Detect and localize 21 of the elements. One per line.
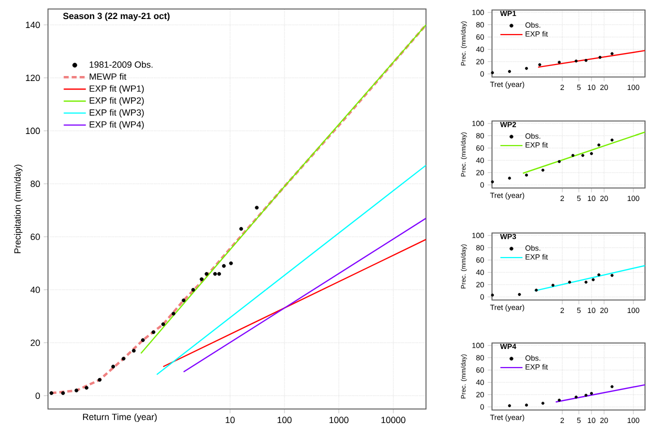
x-tick-label: 1000 <box>330 416 348 424</box>
chart-title: Season 3 (22 may-21 oct) <box>63 12 170 21</box>
y-tick-label: 20 <box>30 340 40 346</box>
y-tick-label: 0 <box>36 392 40 399</box>
x-axis-title: Return Time (year) <box>83 414 157 422</box>
y-tick-label: 40 <box>30 286 40 293</box>
legend-label: EXP fit (WP2) <box>90 97 144 106</box>
y-tick-label: 100 <box>26 128 40 134</box>
y-tick-label: 60 <box>30 234 40 240</box>
x-tick-label: 100 <box>278 416 292 424</box>
x-tick-label: 10 <box>226 416 235 424</box>
x-tick-label: 10000 <box>381 416 406 424</box>
y-tick-label: 140 <box>26 22 40 28</box>
y-axis-title: Precipitation (mm/day) <box>14 164 22 254</box>
legend-label: MEWP fit <box>90 73 126 80</box>
legend-label: EXP fit (WP3) <box>90 109 144 118</box>
y-tick-label: 120 <box>26 74 40 82</box>
legend-label: 1981-2009 Obs. <box>90 61 152 68</box>
y-tick-label: 80 <box>30 180 40 188</box>
legend-label: EXP fit (WP4) <box>90 121 144 130</box>
legend-label: EXP fit (WP1) <box>90 85 144 94</box>
